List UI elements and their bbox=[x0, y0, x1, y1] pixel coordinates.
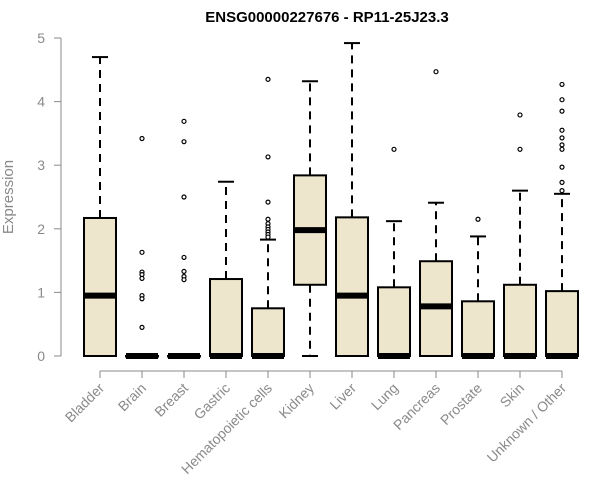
y-axis: 0 1 2 3 4 5 bbox=[37, 30, 62, 364]
box-hematopoietic-cells bbox=[251, 76, 285, 359]
y-tick-label: 1 bbox=[37, 284, 45, 300]
x-tick-label: Lung bbox=[368, 380, 401, 413]
x-tick-label: Pancreas bbox=[390, 380, 443, 433]
outlier-point bbox=[139, 249, 145, 255]
outlier-point bbox=[139, 135, 145, 142]
outlier-point bbox=[265, 76, 271, 82]
outlier-point bbox=[559, 97, 565, 103]
box-skin bbox=[503, 112, 537, 359]
outlier-point bbox=[265, 216, 271, 222]
box-gastric bbox=[209, 180, 243, 359]
outlier-point bbox=[475, 216, 481, 222]
box-rect bbox=[503, 283, 537, 358]
outlier-point bbox=[391, 146, 397, 152]
chart-title: ENSG00000227676 - RP11-25J23.3 bbox=[205, 9, 449, 26]
box-rect bbox=[209, 278, 243, 358]
outlier-point bbox=[559, 179, 565, 185]
y-tick-label: 2 bbox=[37, 221, 45, 237]
y-tick-label: 4 bbox=[37, 94, 45, 110]
outlier-point bbox=[181, 139, 187, 145]
outlier-point bbox=[139, 324, 145, 330]
y-tick-label: 3 bbox=[37, 157, 45, 173]
outlier-point bbox=[559, 135, 565, 141]
box-rect bbox=[545, 290, 579, 357]
x-tick-label: Breast bbox=[151, 380, 191, 420]
box-pancreas bbox=[419, 69, 453, 357]
outlier-point bbox=[559, 188, 565, 194]
outlier-point bbox=[181, 277, 187, 283]
x-tick-label: Liver bbox=[326, 380, 359, 413]
y-tick-label: 0 bbox=[37, 348, 45, 364]
x-tick-label: Brain bbox=[115, 380, 149, 414]
outlier-point bbox=[559, 127, 565, 133]
outlier-point bbox=[559, 142, 565, 148]
box-lung bbox=[377, 146, 411, 359]
box-rect bbox=[335, 216, 369, 357]
outlier-point bbox=[139, 296, 145, 302]
outlier-point bbox=[139, 275, 145, 282]
outlier-point bbox=[559, 146, 565, 152]
box-unknown-other bbox=[545, 81, 579, 359]
outlier-point bbox=[265, 199, 271, 205]
outlier-point bbox=[559, 164, 565, 170]
box-rect bbox=[377, 286, 411, 358]
outlier-point bbox=[517, 146, 523, 152]
outlier-point bbox=[559, 81, 565, 88]
outlier-point bbox=[517, 112, 523, 118]
outlier-point bbox=[433, 69, 439, 75]
box-rect bbox=[461, 300, 495, 357]
outlier-point bbox=[181, 194, 187, 200]
y-tick-label: 5 bbox=[37, 30, 45, 46]
box-rect bbox=[251, 307, 285, 357]
outlier-point bbox=[265, 154, 271, 160]
box-liver bbox=[335, 42, 369, 357]
x-tick-label: Skin bbox=[497, 380, 528, 411]
box-rect bbox=[83, 216, 117, 357]
x-tick-label: Bladder bbox=[62, 380, 108, 426]
boxes-group bbox=[83, 42, 579, 359]
box-bladder bbox=[83, 56, 117, 357]
outlier-point bbox=[181, 118, 187, 124]
box-kidney bbox=[293, 80, 327, 357]
box-breast bbox=[167, 118, 201, 359]
outlier-point bbox=[181, 254, 187, 261]
outlier-point bbox=[265, 234, 271, 240]
outlier-point bbox=[181, 268, 187, 275]
box-prostate bbox=[461, 216, 495, 359]
box-brain bbox=[125, 135, 159, 359]
x-tick-label: Unknown / Other bbox=[484, 380, 570, 466]
outlier-point bbox=[559, 108, 565, 114]
x-tick-label: Prostate bbox=[437, 380, 485, 428]
x-tick-label: Kidney bbox=[276, 380, 318, 422]
y-axis-label: Expression bbox=[0, 160, 17, 234]
